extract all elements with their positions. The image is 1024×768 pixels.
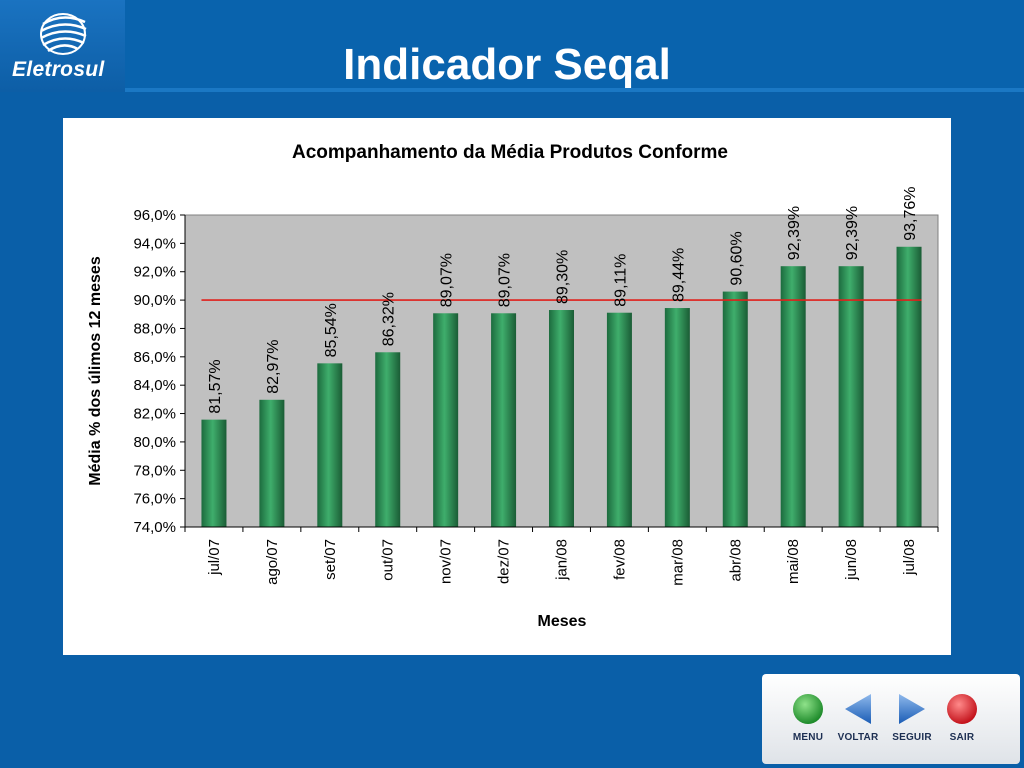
y-tick-label: 78,0% xyxy=(133,462,176,479)
y-tick-label: 76,0% xyxy=(133,491,176,508)
x-tick-label: jan/08 xyxy=(554,539,571,581)
data-label: 92,39% xyxy=(844,206,861,260)
x-tick-label: jul/08 xyxy=(901,539,918,576)
page-title: Indicador Seqal xyxy=(343,40,671,89)
y-tick-label: 90,0% xyxy=(133,292,176,309)
y-tick-label: 86,0% xyxy=(133,349,176,366)
data-label: 85,54% xyxy=(323,303,340,357)
x-tick-label: dez/07 xyxy=(496,539,513,584)
bar-nov-07 xyxy=(433,313,459,527)
arrow-left-icon xyxy=(845,694,871,724)
bar-jan-08 xyxy=(549,310,574,527)
data-label: 86,32% xyxy=(381,292,398,346)
data-label: 92,39% xyxy=(786,206,803,260)
x-tick-label: ago/07 xyxy=(264,539,281,585)
x-tick-label: mar/08 xyxy=(669,539,686,586)
menu-button[interactable]: MENU xyxy=(782,692,834,743)
bar-mai-08 xyxy=(780,266,806,527)
data-label: 89,07% xyxy=(439,253,456,307)
y-tick-label: 92,0% xyxy=(133,264,176,281)
x-tick-label: jun/08 xyxy=(843,539,860,581)
x-tick-label: mai/08 xyxy=(785,539,802,584)
x-tick-label: fev/08 xyxy=(611,539,628,580)
bar-ago-07 xyxy=(259,399,285,527)
y-tick-label: 80,0% xyxy=(133,434,176,451)
y-tick-label: 96,0% xyxy=(133,207,176,224)
next-label: SEGUIR xyxy=(892,732,932,743)
logo-text: Eletrosul xyxy=(12,58,105,81)
data-label: 89,11% xyxy=(612,254,629,307)
menu-label: MENU xyxy=(792,732,824,743)
back-button[interactable]: VOLTAR xyxy=(832,692,884,743)
bar-chart: Acompanhamento da Média Produtos Conform… xyxy=(87,142,939,630)
navigation-panel: MENU VOLTAR SEGUIR SAIR xyxy=(762,674,1020,764)
x-tick-label: abr/08 xyxy=(727,539,744,582)
arrow-right-icon xyxy=(899,694,925,724)
bar-dez-07 xyxy=(491,313,517,527)
green-circle-icon xyxy=(793,694,823,724)
chart-title: Acompanhamento da Média Produtos Conform… xyxy=(292,142,728,163)
data-label: 89,30% xyxy=(555,250,572,304)
y-tick-label: 82,0% xyxy=(133,406,176,423)
y-axis-title: Média % dos úlimos 12 meses xyxy=(87,256,104,486)
data-label: 82,97% xyxy=(265,340,282,394)
bar-jul-08 xyxy=(896,246,922,527)
back-label: VOLTAR xyxy=(837,732,879,743)
bar-fev-08 xyxy=(606,312,632,527)
y-tick-label: 84,0% xyxy=(133,377,176,394)
header-divider xyxy=(125,88,1024,92)
y-tick-label: 88,0% xyxy=(133,320,176,337)
header-bar xyxy=(0,0,1024,92)
x-tick-label: out/07 xyxy=(380,539,397,581)
data-label: 89,44% xyxy=(670,248,687,302)
data-label: 81,57% xyxy=(207,359,224,413)
bar-abr-08 xyxy=(722,291,748,527)
red-circle-icon xyxy=(947,694,977,724)
bar-jul-07 xyxy=(201,419,227,527)
globe-logo-icon xyxy=(40,13,87,55)
exit-label: SAIR xyxy=(949,732,975,743)
bar-set-07 xyxy=(317,363,343,527)
data-label: 93,76% xyxy=(902,187,919,241)
x-tick-label: nov/07 xyxy=(438,539,455,584)
data-label: 90,60% xyxy=(728,231,745,285)
bar-out-07 xyxy=(375,352,401,527)
bar-mar-08 xyxy=(664,308,690,527)
company-logo: Eletrosul xyxy=(0,0,125,92)
y-tick-label: 94,0% xyxy=(133,235,176,252)
next-button[interactable]: SEGUIR xyxy=(886,692,938,743)
data-label: 89,07% xyxy=(497,253,514,307)
x-tick-label: jul/07 xyxy=(206,539,223,576)
exit-button[interactable]: SAIR xyxy=(936,692,988,743)
x-axis-title: Meses xyxy=(538,613,587,630)
bar-jun-08 xyxy=(838,266,864,527)
y-tick-label: 74,0% xyxy=(133,519,176,536)
x-tick-label: set/07 xyxy=(322,539,339,580)
